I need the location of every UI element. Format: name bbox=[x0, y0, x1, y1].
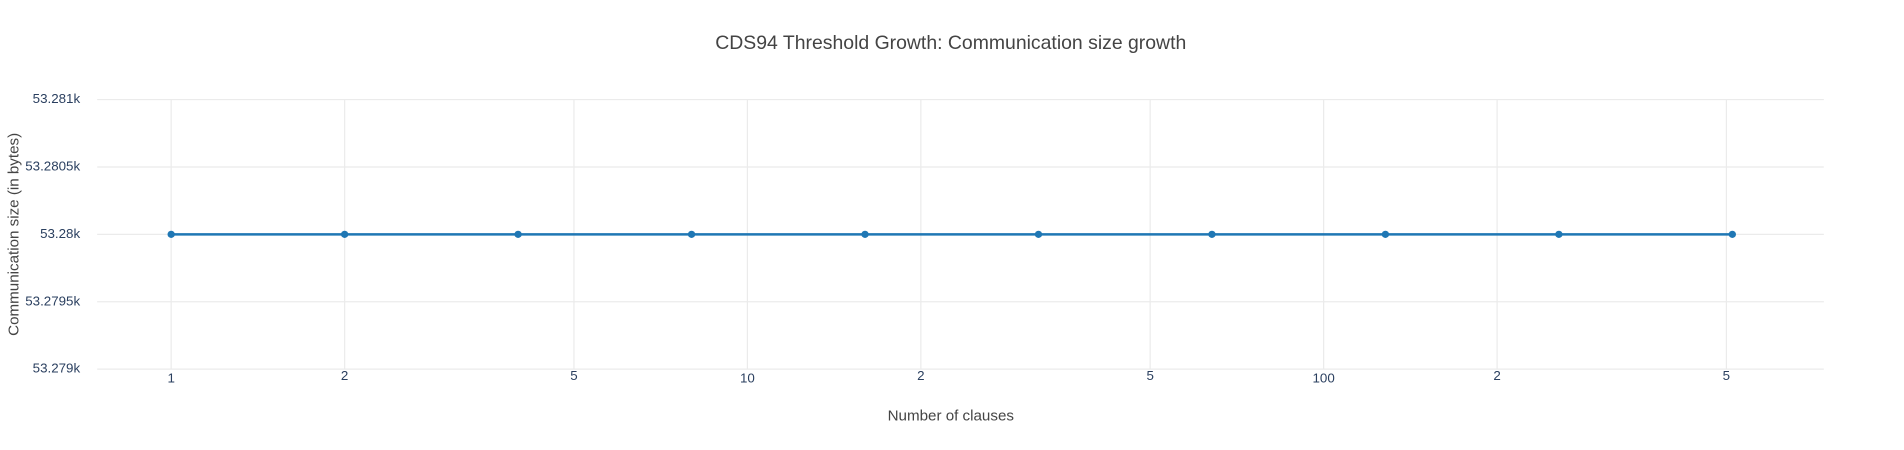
data-point bbox=[1034, 230, 1043, 238]
x-axis-title: Number of clauses bbox=[888, 407, 1015, 424]
chart-title: CDS94 Threshold Growth: Communication si… bbox=[715, 32, 1186, 54]
x-tick-label: 5 bbox=[1146, 368, 1153, 383]
data-point bbox=[340, 230, 349, 238]
x-tick-label: 2 bbox=[917, 368, 924, 383]
data-point bbox=[514, 230, 522, 238]
x-tick-label: 100 bbox=[1312, 370, 1334, 385]
y-tick-label: 53.2805k bbox=[25, 158, 80, 173]
y-tick-label: 53.28k bbox=[40, 226, 80, 241]
y-tick-label: 53.2795k bbox=[25, 293, 80, 308]
x-tick-label: 2 bbox=[341, 368, 348, 383]
y-tick-label: 53.279k bbox=[33, 361, 81, 376]
y-tick-label: 53.281k bbox=[33, 91, 81, 106]
data-point bbox=[1381, 230, 1390, 238]
data-point bbox=[1728, 230, 1736, 238]
data-point bbox=[861, 230, 869, 238]
data-point bbox=[167, 230, 175, 238]
y-axis-title: Communication size (in bytes) bbox=[6, 133, 23, 336]
x-tick-label: 5 bbox=[570, 368, 577, 383]
x-tick-label: 2 bbox=[1493, 368, 1500, 383]
x-tick-label: 1 bbox=[167, 370, 174, 385]
data-point bbox=[687, 230, 696, 238]
x-tick-label: 10 bbox=[740, 370, 755, 385]
data-point bbox=[1208, 230, 1216, 238]
data-point bbox=[1555, 230, 1563, 238]
x-tick-label: 5 bbox=[1723, 368, 1730, 383]
